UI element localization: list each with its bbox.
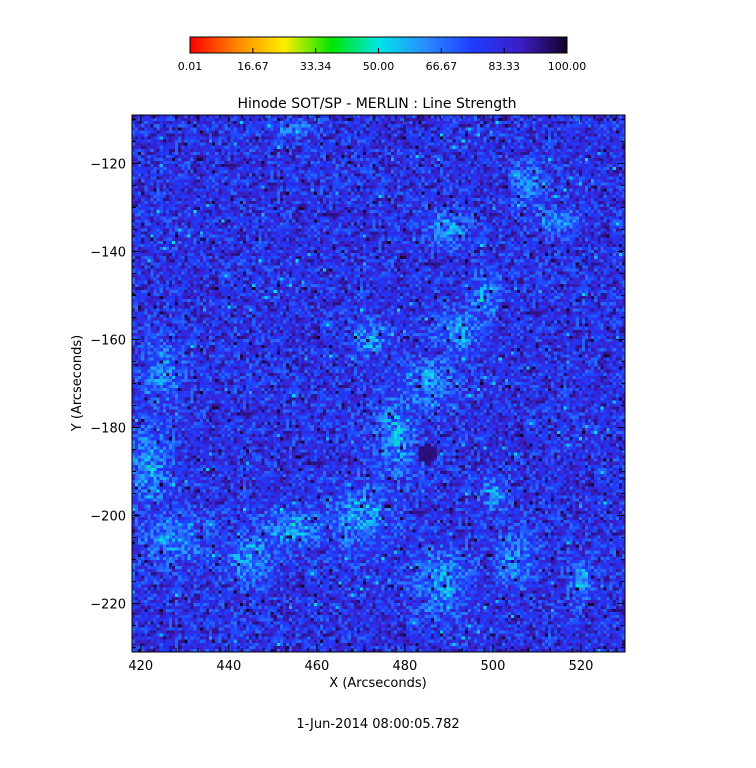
y-axis-label: Y (Arcseconds): [70, 335, 85, 432]
y-tick-label: −180: [90, 422, 126, 437]
colorbar: 0.01 16.67 33.34 50.00 66.67 83.33 100.00: [178, 36, 587, 73]
x-tick-label: 520: [569, 659, 594, 674]
y-tick-label: −160: [90, 333, 126, 348]
colorbar-tick-label: 16.67: [237, 60, 269, 73]
x-tick-label: 500: [481, 659, 506, 674]
colorbar-tick-label: 66.67: [426, 60, 458, 73]
y-tick-label: −120: [90, 157, 126, 172]
heatmap-image: [132, 115, 625, 652]
chart-title: Hinode SOT/SP - MERLIN : Line Strength: [237, 96, 516, 112]
colorbar-tick-label: 33.34: [300, 60, 332, 73]
colorbar-tick-label: 83.33: [488, 60, 520, 73]
colorbar-tick-label: 100.00: [548, 60, 587, 73]
x-tick-label: 420: [128, 659, 153, 674]
x-axis-label: X (Arcseconds): [329, 676, 426, 691]
y-tick-label: −200: [90, 510, 126, 525]
observation-timestamp: 1-Jun-2014 08:00:05.782: [296, 717, 459, 732]
x-tick-label: 480: [392, 659, 417, 674]
colorbar-tick-label: 0.01: [178, 60, 203, 73]
y-tick-label: −220: [90, 598, 126, 613]
x-tick-label: 440: [216, 659, 241, 674]
x-axis-ticks: 420 440 460 480 500 520: [128, 115, 617, 674]
y-axis-ticks: −120 −140 −160 −180 −200 −220: [90, 118, 625, 649]
colorbar-ticks: 0.01 16.67 33.34 50.00 66.67 83.33 100.00: [178, 48, 587, 73]
x-tick-label: 460: [304, 659, 329, 674]
y-tick-label: −140: [90, 245, 126, 260]
colorbar-tick-label: 50.00: [363, 60, 395, 73]
plot-area: 420 440 460 480 500 520 −120−140−160−180−200−…: [90, 114, 626, 674]
